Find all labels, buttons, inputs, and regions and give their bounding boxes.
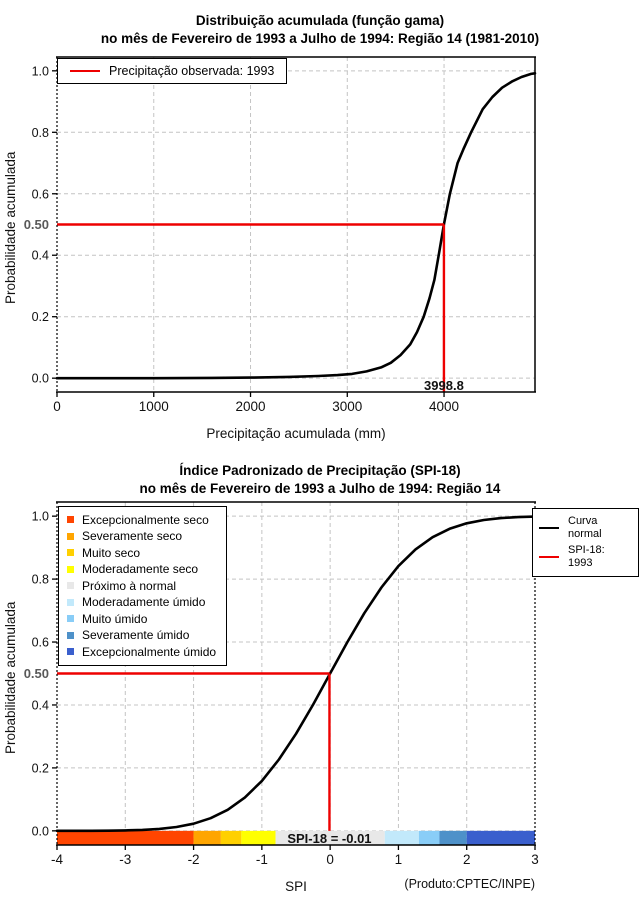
y-tick-label: 1.0 — [32, 64, 49, 78]
x-tick-label: 0 — [53, 399, 61, 414]
x-tick-label: 1 — [395, 852, 403, 867]
chart-title: Distribuição acumulada (função gama) no … — [0, 12, 640, 48]
category-label: Severamente seco — [82, 529, 183, 544]
legend-item: Precipitação observada: 1993 — [70, 64, 274, 78]
legend-label: Curva normal — [568, 515, 602, 540]
y-tick-label: 0.0 — [32, 824, 49, 838]
chart-title-line1: Índice Padronizado de Precipitação (SPI-… — [179, 463, 461, 478]
observed-precipitation-legend: Precipitação observada: 1993 — [57, 58, 288, 84]
gamma-cdf-chart: Distribuição acumulada (função gama) no … — [0, 12, 640, 441]
category-label: Severamente úmido — [82, 628, 190, 643]
spi-category-legend: Excepcionalmente seco Severamente seco Mui… — [58, 506, 228, 666]
y-tick-label: 0.2 — [32, 761, 49, 775]
x-tick-label: 4000 — [429, 399, 459, 414]
x-axis-label: SPI — [285, 879, 307, 894]
x-axis-label: Precipitação acumulada (mm) — [206, 426, 386, 441]
category-label: Excepcionalmente úmido — [82, 644, 217, 659]
spi-colorbar-segment — [384, 830, 419, 845]
legend-item: SPI-18: 1993 — [539, 544, 632, 570]
spi-category-item: Muito úmido — [67, 611, 216, 627]
spi-category-item: Severamente úmido — [67, 628, 216, 644]
x-tick-label: 0 — [326, 852, 334, 867]
legend-label: Precipitação observada: 1993 — [109, 64, 275, 78]
spi-colorbar-segment — [57, 830, 194, 845]
category-color-swatch — [67, 631, 74, 639]
spi-plot-area: SPI-18 = -0.01 -4 -3 -2 -1 0 1 2 3 0.0 0.2 0.4 0.50 0… — [24, 501, 539, 867]
category-color-swatch — [67, 598, 74, 606]
y-tick-label: 0.8 — [32, 573, 49, 587]
y-tick-label: 0.2 — [32, 310, 49, 324]
spi-category-item: Muito seco — [67, 545, 216, 561]
category-color-swatch — [67, 648, 74, 656]
category-color-swatch — [67, 565, 74, 573]
category-color-swatch — [67, 615, 74, 623]
y-tick-label: 0.50 — [24, 217, 49, 232]
chart-title-line2: no mês de Fevereiro de 1993 a Julho de 1… — [100, 31, 540, 46]
spi-category-item: Próximo à normal — [67, 578, 216, 594]
category-label: Muito seco — [82, 545, 141, 560]
gamma-cdf-plot-area: 3998.8 0 1000 2000 3000 4000 0.0 0.2 0.4 0.50 0.6 0… — [24, 56, 537, 414]
category-color-swatch — [67, 549, 74, 557]
y-tick-label: 0.4 — [32, 249, 49, 263]
category-color-swatch — [67, 532, 74, 540]
legend-line-swatch — [539, 526, 559, 530]
y-tick-label: 1.0 — [32, 510, 49, 524]
legend-item: Curva normal — [539, 515, 632, 541]
spi-colorbar-segment — [439, 830, 467, 845]
y-axis-label: Probabilidade acumulada — [3, 601, 18, 754]
cdf-curve — [55, 72, 537, 380]
x-tick-label: 3000 — [332, 399, 362, 414]
category-color-swatch — [67, 516, 74, 524]
spi-colorbar-segment — [193, 830, 221, 845]
spi-category-item: Excepcionalmente úmido — [67, 644, 216, 660]
spi-colorbar-segment — [241, 830, 276, 845]
x-tick-label: 2 — [463, 852, 471, 867]
x-tick-label: -4 — [51, 852, 63, 867]
spi-colorbar-segment — [418, 830, 440, 845]
spi-category-item: Severamente seco — [67, 529, 216, 545]
spi-chart: Índice Padronizado de Precipitação (SPI-… — [0, 455, 640, 900]
x-tick-label: 3 — [531, 852, 539, 867]
y-tick-label: 0.6 — [32, 187, 49, 201]
legend-line-swatch — [539, 555, 559, 559]
crosshair-value-label: SPI-18 = -0.01 — [287, 831, 371, 846]
spi-category-item: Excepcionalmente seco — [67, 512, 216, 528]
legend-line-swatch — [70, 69, 100, 73]
y-tick-label: 0.0 — [32, 372, 49, 386]
chart-title: Índice Padronizado de Precipitação (SPI-… — [0, 462, 640, 498]
product-credit: (Produto:CPTEC/INPE) — [404, 877, 535, 891]
category-label: Próximo à normal — [82, 578, 177, 593]
category-label: Moderadamente úmido — [82, 595, 206, 610]
chart-title-line2: no mês de Fevereiro de 1993 a Julho de 1… — [139, 481, 501, 496]
x-tick-label: -3 — [119, 852, 131, 867]
crosshair-value-label: 3998.8 — [424, 378, 464, 393]
y-tick-label: 0.6 — [32, 636, 49, 650]
x-tick-label: 1000 — [139, 399, 169, 414]
chart-title-line1: Distribuição acumulada (função gama) — [195, 13, 445, 28]
y-tick-label: 0.50 — [24, 666, 49, 681]
spi-category-item: Moderadamente seco — [67, 562, 216, 578]
category-label: Excepcionalmente seco — [82, 512, 209, 527]
spi-colorbar-segment — [220, 830, 242, 845]
x-tick-label: 2000 — [235, 399, 265, 414]
x-tick-label: -2 — [188, 852, 200, 867]
curves-legend: Curva normal SPI-18: 1993 — [532, 508, 639, 577]
spi-colorbar-segment — [466, 830, 535, 845]
legend-label: SPI-18: 1993 — [568, 544, 605, 569]
x-tick-label: -1 — [256, 852, 268, 867]
y-axis-label: Probabilidade acumulada — [3, 151, 18, 304]
y-tick-label: 0.8 — [32, 126, 49, 140]
category-color-swatch — [67, 582, 74, 590]
cdf-curve — [55, 515, 537, 833]
category-label: Muito úmido — [82, 611, 148, 626]
spi-category-item: Moderadamente úmido — [67, 595, 216, 611]
spi-colorbar-segment — [275, 830, 385, 845]
category-label: Moderadamente seco — [82, 562, 199, 577]
y-tick-label: 0.4 — [32, 698, 49, 712]
